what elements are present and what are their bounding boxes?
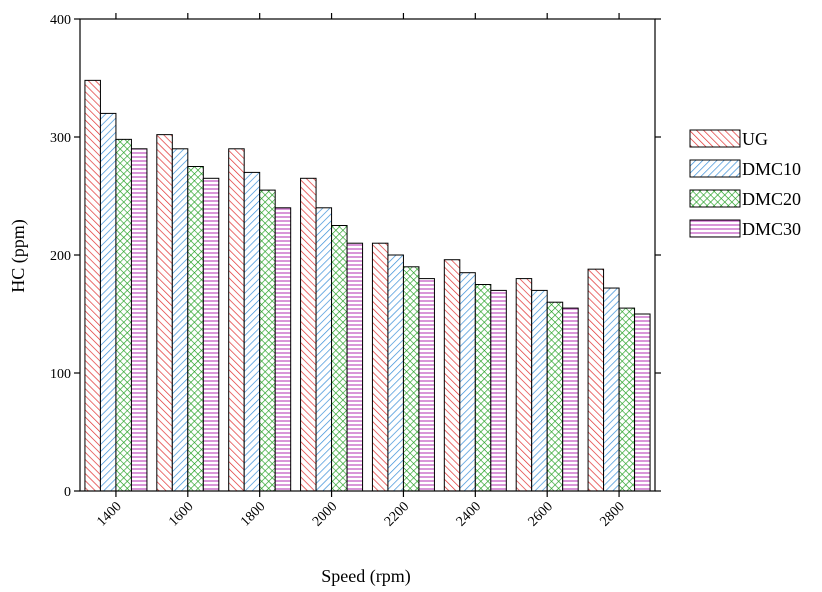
bar-dmc20-2200 [402,266,420,492]
bar-dmc30-2600 [562,307,579,492]
bar-dmc10-2400 [459,272,476,492]
bar-dmc30-2800 [634,313,651,492]
bar-dmc20-1400 [115,138,132,492]
bar-ug-2600 [515,278,533,492]
bar-ug-2800 [587,268,605,492]
legend-label-dmc20: DMC20 [742,189,801,209]
x-tick-label: 2200 [382,499,412,529]
x-tick-label: 2000 [310,499,340,529]
legend-label-dmc10: DMC10 [742,159,801,179]
x-tick-label: 1600 [166,499,196,529]
legend: UG DMC10 DMC20 DMC30 [689,129,801,239]
bar-dmc30-2400 [490,289,507,492]
legend-swatch-dmc30 [689,219,741,238]
bar-dmc30-1400 [130,148,148,492]
bar-dmc20-2800 [618,307,636,492]
y-axis-label: HC (ppm) [8,219,29,293]
bar-dmc10-2800 [603,287,620,492]
x-axis-label: Speed (rpm) [321,566,410,587]
bar-dmc30-2200 [418,278,435,492]
bar-ug-1600 [156,134,173,492]
bar-ug-1800 [228,148,245,492]
x-tick-label: 1800 [238,499,268,529]
bar-ug-2000 [300,177,317,492]
bar-ug-2400 [443,259,461,492]
x-tick-label: 1400 [94,499,124,529]
bar-dmc20-2000 [331,225,348,492]
bar-dmc10-1600 [171,148,189,492]
bar-dmc10-2000 [315,207,333,492]
y-tick-label: 400 [50,13,71,28]
x-tick-label: 2800 [597,499,627,529]
bar-dmc20-1800 [259,189,276,492]
y-tick-label: 200 [50,249,71,264]
bar-dmc20-2400 [474,284,492,492]
bars-layer [84,79,651,492]
bar-dmc20-2600 [546,301,564,492]
x-tick-label: 2400 [454,499,484,529]
bar-ug-2200 [371,242,389,492]
y-tick-label: 100 [50,367,71,382]
legend-swatch-dmc10 [689,159,741,178]
y-tick-label: 0 [64,485,71,500]
bar-dmc10-1800 [243,171,261,492]
bar-dmc20-1600 [187,166,204,492]
legend-swatch-dmc20 [689,189,741,208]
x-tick-label: 2600 [526,499,556,529]
bar-dmc10-1400 [99,112,117,492]
bar-dmc10-2200 [387,254,404,492]
ticks-layer [74,13,661,497]
bar-dmc10-2600 [531,289,548,492]
bar-dmc30-1800 [274,207,292,492]
bar-ug-1400 [84,79,101,492]
y-tick-label: 300 [50,131,71,146]
legend-label-dmc30: DMC30 [742,219,801,239]
bar-dmc30-2000 [346,242,364,492]
bar-dmc30-1600 [202,177,220,492]
legend-label-ug: UG [742,129,768,149]
legend-swatch-ug [689,129,741,148]
